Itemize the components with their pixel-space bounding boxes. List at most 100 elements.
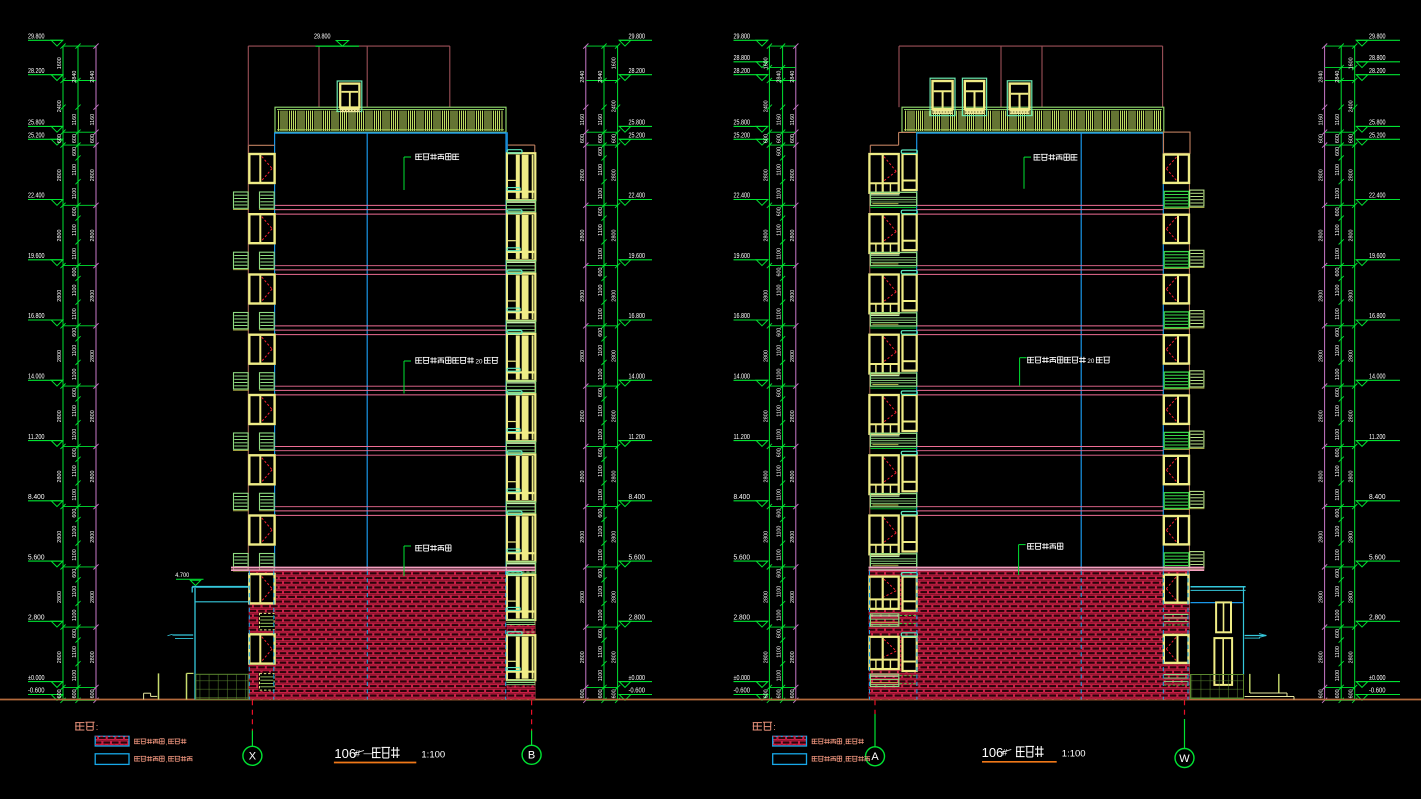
svg-text:1100: 1100	[777, 285, 783, 297]
svg-text:2800: 2800	[580, 471, 586, 483]
svg-text:1100: 1100	[598, 164, 604, 176]
svg-text:600: 600	[777, 147, 783, 156]
svg-text:1100: 1100	[72, 549, 78, 561]
svg-text:1100: 1100	[598, 248, 604, 260]
svg-text:2800: 2800	[90, 651, 96, 663]
svg-text:5.600: 5.600	[1369, 552, 1386, 561]
svg-text:2800: 2800	[57, 651, 63, 663]
svg-text:2800: 2800	[1349, 591, 1355, 603]
svg-text:2.800: 2.800	[28, 613, 45, 622]
svg-text:2800: 2800	[580, 350, 586, 362]
svg-text:600: 600	[1335, 268, 1341, 277]
svg-text:600: 600	[598, 328, 604, 337]
svg-text:2840: 2840	[777, 71, 783, 83]
svg-text:2400: 2400	[1349, 100, 1355, 112]
svg-text:1100: 1100	[72, 489, 78, 501]
svg-text:2800: 2800	[612, 350, 618, 362]
svg-text:1100: 1100	[1335, 248, 1341, 260]
svg-text:,: ,	[843, 739, 845, 746]
svg-text:2800: 2800	[1349, 350, 1355, 362]
svg-text:600: 600	[763, 134, 769, 143]
svg-text:2840: 2840	[580, 71, 586, 83]
svg-text:19.600: 19.600	[28, 251, 45, 260]
svg-text:600: 600	[598, 268, 604, 277]
svg-text:2800: 2800	[580, 591, 586, 603]
svg-text:1100: 1100	[598, 549, 604, 561]
svg-text:2800: 2800	[612, 651, 618, 663]
svg-text:2800: 2800	[1349, 169, 1355, 181]
svg-text:2800: 2800	[790, 471, 796, 483]
svg-text:600: 600	[790, 134, 796, 143]
svg-text:14.000: 14.000	[734, 372, 751, 381]
svg-text:1100: 1100	[777, 526, 783, 538]
svg-text:25.200: 25.200	[629, 131, 646, 140]
svg-text:1600: 1600	[57, 57, 63, 69]
svg-text:2840: 2840	[1319, 71, 1325, 83]
svg-text:600: 600	[72, 448, 78, 457]
svg-text:600: 600	[1335, 207, 1341, 216]
svg-text:2840: 2840	[598, 71, 604, 83]
svg-text::: :	[773, 722, 776, 732]
svg-text:14.000: 14.000	[629, 372, 646, 381]
svg-text:1600: 1600	[612, 57, 618, 69]
svg-text:600: 600	[580, 689, 586, 698]
svg-text:600: 600	[1319, 689, 1325, 698]
svg-text:1100: 1100	[72, 369, 78, 381]
svg-text:22.400: 22.400	[1369, 191, 1386, 200]
svg-text:1100: 1100	[72, 646, 78, 658]
svg-text:1100: 1100	[598, 308, 604, 320]
svg-text:2400: 2400	[763, 100, 769, 112]
svg-text:2800: 2800	[1349, 471, 1355, 483]
svg-text:W: W	[1179, 753, 1190, 765]
svg-text:2800: 2800	[1349, 290, 1355, 302]
svg-text:1100: 1100	[777, 308, 783, 320]
svg-text:-0.600: -0.600	[28, 686, 45, 695]
svg-text:2800: 2800	[612, 410, 618, 422]
svg-text:1100: 1100	[1335, 586, 1341, 598]
svg-text:22.400: 22.400	[28, 191, 45, 200]
svg-text:2800: 2800	[580, 230, 586, 242]
svg-text:2800: 2800	[763, 531, 769, 543]
svg-text:2800: 2800	[90, 410, 96, 422]
svg-text:16.800: 16.800	[734, 311, 751, 320]
svg-text:2800: 2800	[57, 290, 63, 302]
svg-text:600: 600	[777, 448, 783, 457]
svg-text:1100: 1100	[598, 489, 604, 501]
svg-text:±0.000: ±0.000	[734, 673, 751, 682]
svg-text:2800: 2800	[1349, 410, 1355, 422]
svg-text:600: 600	[612, 689, 618, 698]
svg-text:2800: 2800	[763, 290, 769, 302]
svg-text:1100: 1100	[777, 248, 783, 260]
svg-text:1100: 1100	[777, 586, 783, 598]
svg-text:1100: 1100	[72, 610, 78, 622]
svg-text:2800: 2800	[580, 410, 586, 422]
svg-text:29.800: 29.800	[28, 32, 45, 41]
svg-text:600: 600	[1335, 689, 1341, 698]
svg-text:2800: 2800	[57, 410, 63, 422]
svg-text:600: 600	[790, 689, 796, 698]
svg-text:600: 600	[72, 134, 78, 143]
svg-text:1160: 1160	[777, 114, 783, 126]
svg-text:2800: 2800	[790, 290, 796, 302]
svg-text:2800: 2800	[763, 350, 769, 362]
svg-text:1100: 1100	[72, 248, 78, 260]
svg-text:1100: 1100	[1335, 369, 1341, 381]
svg-text:28.200: 28.200	[629, 66, 646, 75]
svg-text:1100: 1100	[777, 646, 783, 658]
svg-text:B: B	[528, 750, 535, 762]
svg-text:1100: 1100	[1335, 526, 1341, 538]
svg-text:22.400: 22.400	[734, 191, 751, 200]
svg-text:1:100: 1:100	[1062, 749, 1086, 760]
svg-text:2800: 2800	[790, 230, 796, 242]
svg-text:11.200: 11.200	[629, 432, 646, 441]
svg-text:2840: 2840	[90, 71, 96, 83]
svg-text:2800: 2800	[1319, 651, 1325, 663]
svg-text:600: 600	[598, 629, 604, 638]
svg-text:2800: 2800	[57, 471, 63, 483]
svg-text:1100: 1100	[777, 549, 783, 561]
svg-text:600: 600	[72, 629, 78, 638]
svg-text:#: #	[355, 749, 360, 759]
svg-text:2800: 2800	[57, 591, 63, 603]
svg-text:1100: 1100	[598, 345, 604, 357]
svg-text:600: 600	[777, 134, 783, 143]
